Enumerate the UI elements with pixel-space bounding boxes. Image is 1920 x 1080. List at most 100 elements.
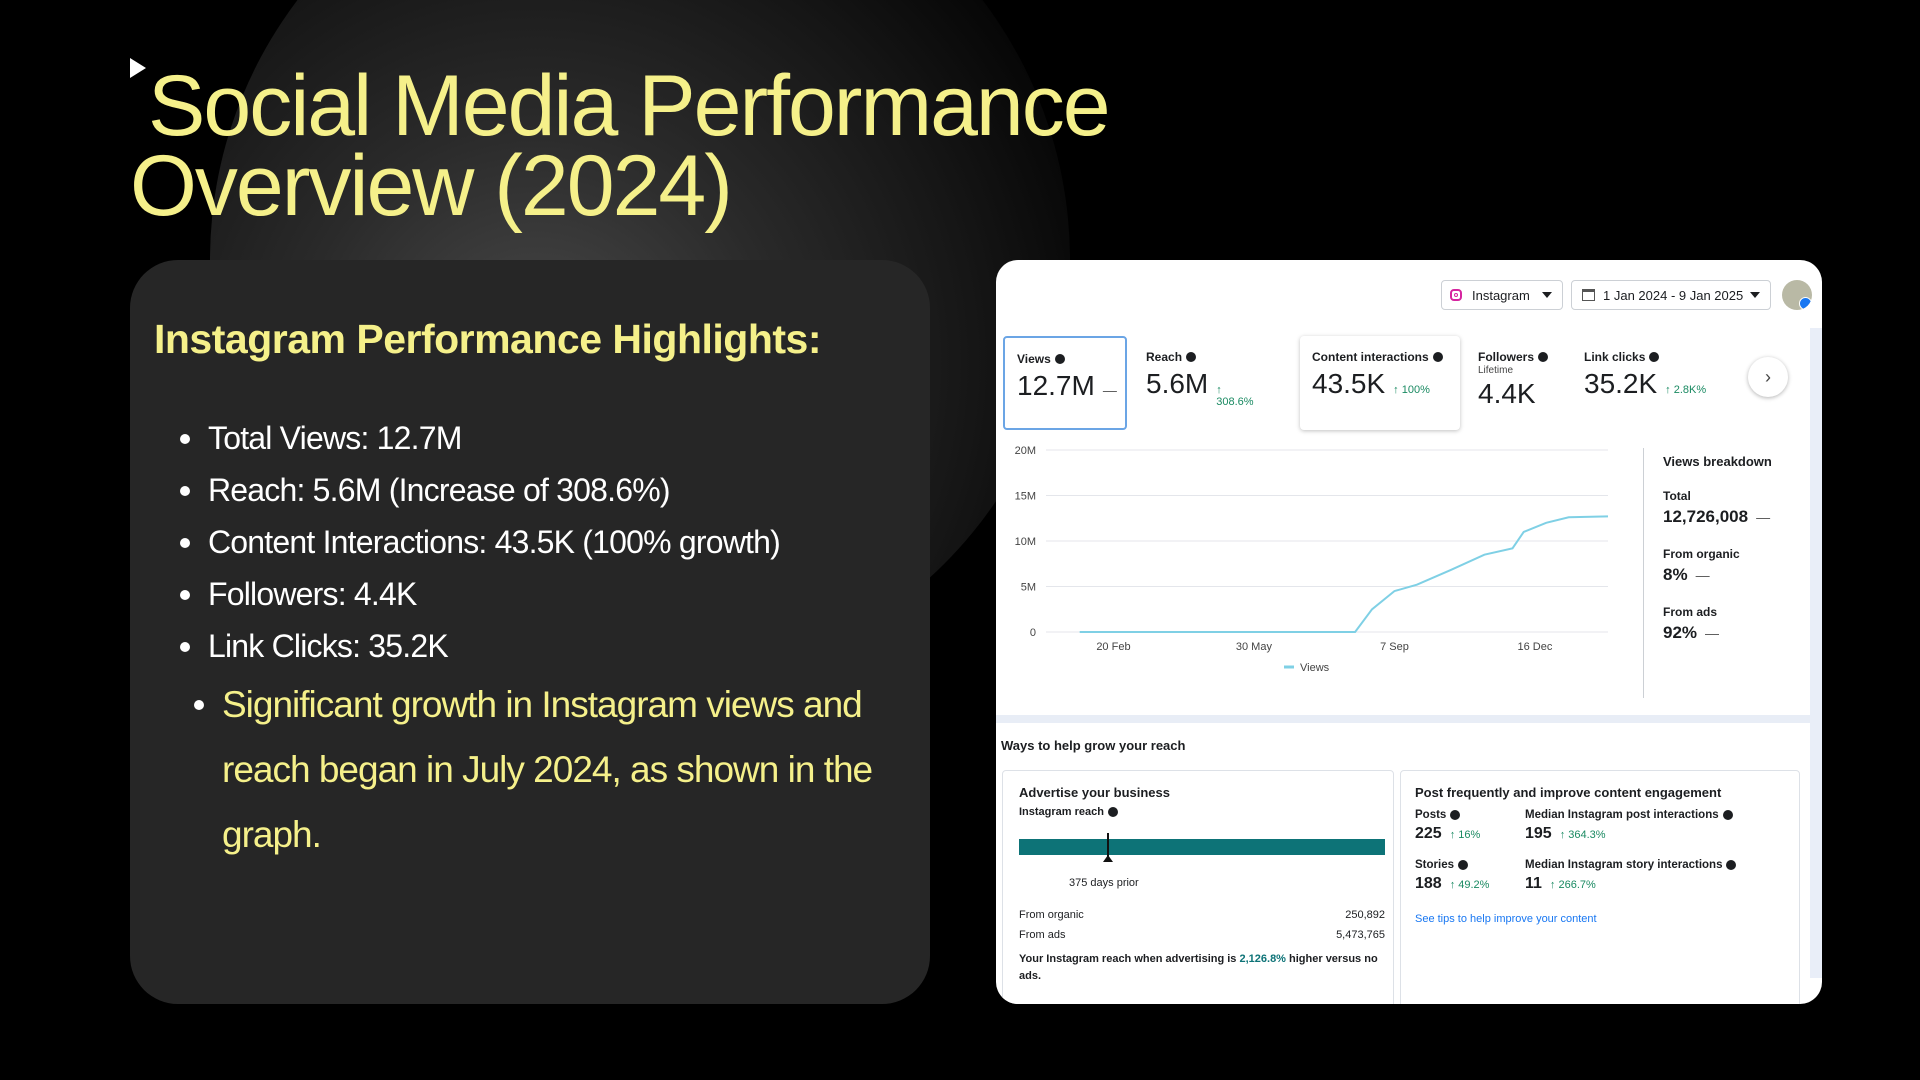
metric-content-interactions[interactable]: Content interactions 43.5K ↑ 100% bbox=[1300, 336, 1460, 430]
metric-label: Views bbox=[1017, 352, 1113, 366]
views-breakdown: Views breakdown Total 12,726,008 — From o… bbox=[1663, 448, 1803, 643]
metric-label-text: Followers bbox=[1478, 350, 1535, 364]
stat-label: Stories bbox=[1415, 859, 1489, 871]
bullet-link-clicks: Link Clicks: 35.2K bbox=[180, 620, 780, 672]
y-tick-label: 5M bbox=[1021, 582, 1036, 594]
breakdown-ads-row: 92% — bbox=[1663, 623, 1803, 643]
y-tick-label: 15M bbox=[1015, 491, 1036, 503]
bullet-total-views: Total Views: 12.7M bbox=[180, 412, 780, 464]
metric-change: ↑ 100% bbox=[1393, 384, 1430, 396]
breakdown-total-label: Total bbox=[1663, 489, 1691, 503]
dashboard-toolbar: Instagram 1 Jan 2024 - 9 Jan 2025 bbox=[996, 260, 1822, 328]
summary-highlight: 2,126.8% bbox=[1239, 953, 1286, 965]
posts-label: Posts bbox=[1415, 809, 1447, 821]
median-story-change: ↑ 266.7% bbox=[1549, 879, 1596, 891]
advertise-sub: Instagram reach bbox=[1019, 806, 1170, 818]
metric-reach[interactable]: Reach 5.6M ↑ 308.6% bbox=[1134, 336, 1264, 430]
stories-label: Stories bbox=[1415, 859, 1454, 871]
metric-label-text: Content interactions bbox=[1312, 350, 1429, 364]
ads-value: 5,473,765 bbox=[1336, 929, 1385, 941]
posts-change: ↑ 16% bbox=[1449, 829, 1481, 841]
advertise-panel: Advertise your business Instagram reach … bbox=[1002, 770, 1394, 1004]
metric-label-text: Reach bbox=[1146, 350, 1183, 364]
date-range-label: 1 Jan 2024 - 9 Jan 2025 bbox=[1603, 287, 1744, 303]
organic-row: From organic 250,892 bbox=[1019, 909, 1385, 921]
metric-value: 12.7M bbox=[1017, 370, 1095, 401]
info-icon bbox=[1722, 810, 1733, 820]
bullet-content-interactions: Content Interactions: 43.5K (100% growth… bbox=[180, 516, 781, 568]
metric-change: ↑ 308.6% bbox=[1216, 384, 1254, 408]
instagram-icon bbox=[1450, 289, 1462, 301]
metric-change: ↑ 2.8K% bbox=[1665, 384, 1707, 396]
stat-value-row: 225 ↑ 16% bbox=[1415, 825, 1480, 843]
breakdown-dash: — bbox=[1695, 567, 1710, 583]
breakdown-organic-label: From organic bbox=[1663, 547, 1740, 561]
scrollbar[interactable] bbox=[1810, 328, 1822, 978]
median-post-stat: Median Instagram post interactions 195 ↑ … bbox=[1525, 809, 1733, 843]
legend-label: Views bbox=[1300, 662, 1330, 674]
grow-reach-title: Ways to help grow your reach bbox=[1001, 738, 1186, 753]
tips-link[interactable]: See tips to help improve your content bbox=[1415, 913, 1597, 925]
breakdown-title: Views breakdown bbox=[1663, 454, 1772, 469]
date-range-select[interactable]: 1 Jan 2024 - 9 Jan 2025 bbox=[1571, 280, 1771, 310]
next-metrics-button[interactable]: › bbox=[1748, 357, 1788, 397]
breakdown-total-value: 12,726,008 bbox=[1663, 507, 1749, 526]
stat-value-row: 195 ↑ 364.3% bbox=[1525, 825, 1733, 843]
organic-label: From organic bbox=[1019, 909, 1084, 921]
metric-label-text: Views bbox=[1017, 352, 1051, 366]
metric-followers[interactable]: Followers Lifetime 4.4K bbox=[1466, 336, 1566, 430]
metric-label: Link clicks bbox=[1584, 350, 1710, 364]
series-line-views bbox=[1079, 515, 1609, 633]
page-title: Social Media Performance Overview (2024) bbox=[130, 63, 1111, 234]
post-title: Post frequently and improve content enga… bbox=[1415, 785, 1722, 800]
median-post-change: ↑ 364.3% bbox=[1559, 829, 1606, 841]
breakdown-total-row: 12,726,008 — bbox=[1663, 507, 1803, 527]
metric-value-row: 12.7M — bbox=[1017, 370, 1117, 402]
x-tick-label: 30 May bbox=[1236, 641, 1273, 653]
section-divider bbox=[996, 715, 1810, 723]
advertise-header: Advertise your business Instagram reach bbox=[1019, 785, 1170, 818]
growth-note: Significant growth in Instagram views an… bbox=[194, 672, 894, 867]
title-line-2: Overview (2024) bbox=[130, 138, 733, 234]
platform-label: Instagram bbox=[1472, 287, 1530, 303]
breakdown-organic-value: 8% bbox=[1663, 565, 1688, 584]
ads-row: From ads 5,473,765 bbox=[1019, 929, 1385, 941]
advertise-summary: Your Instagram reach when advertising is… bbox=[1019, 951, 1389, 985]
metric-value-row: 35.2K ↑ 2.8K% bbox=[1584, 368, 1710, 400]
bullet-reach: Reach: 5.6M (Increase of 308.6%) bbox=[180, 464, 780, 516]
stories-stat: Stories 188 ↑ 49.2% bbox=[1415, 859, 1489, 893]
x-tick-label: 7 Sep bbox=[1380, 641, 1409, 653]
median-story-label: Median Instagram story interactions bbox=[1525, 859, 1723, 871]
card-heading: Instagram Performance Highlights: bbox=[154, 316, 821, 362]
growth-note-list: Significant growth in Instagram views an… bbox=[194, 672, 894, 867]
metric-change: — bbox=[1102, 382, 1117, 398]
breakdown-ads-label: From ads bbox=[1663, 605, 1718, 619]
metric-value-row: 43.5K ↑ 100% bbox=[1312, 368, 1448, 400]
highlights-list: Total Views: 12.7M Reach: 5.6M (Increase… bbox=[180, 412, 781, 672]
info-icon bbox=[1649, 352, 1660, 362]
advertise-sub-text: Instagram reach bbox=[1019, 806, 1104, 818]
ads-label: From ads bbox=[1019, 929, 1066, 941]
metric-views[interactable]: Views 12.7M — bbox=[1003, 336, 1127, 430]
metric-label: Reach bbox=[1146, 350, 1252, 364]
y-tick-label: 0 bbox=[1030, 627, 1036, 639]
bullet-followers: Followers: 4.4K bbox=[180, 568, 780, 620]
info-icon bbox=[1432, 352, 1443, 362]
metric-value: 4.4K bbox=[1478, 378, 1536, 409]
platform-select[interactable]: Instagram bbox=[1441, 280, 1563, 310]
median-story-stat: Median Instagram story interactions 11 ↑ … bbox=[1525, 859, 1737, 893]
play-icon bbox=[130, 58, 146, 78]
y-tick-label: 10M bbox=[1015, 536, 1036, 548]
avatar[interactable] bbox=[1782, 280, 1812, 310]
info-icon bbox=[1538, 352, 1549, 362]
info-icon bbox=[1458, 860, 1468, 870]
metric-link-clicks[interactable]: Link clicks 35.2K ↑ 2.8K% bbox=[1572, 336, 1722, 430]
info-icon bbox=[1054, 354, 1065, 364]
dashboard-screenshot: Instagram 1 Jan 2024 - 9 Jan 2025 Views … bbox=[996, 260, 1822, 1004]
stat-label: Posts bbox=[1415, 809, 1480, 821]
info-icon bbox=[1450, 810, 1461, 820]
info-icon bbox=[1107, 807, 1118, 817]
x-tick-label: 16 Dec bbox=[1518, 641, 1553, 653]
chevron-right-icon: › bbox=[1765, 366, 1771, 387]
calendar-icon bbox=[1582, 289, 1595, 301]
